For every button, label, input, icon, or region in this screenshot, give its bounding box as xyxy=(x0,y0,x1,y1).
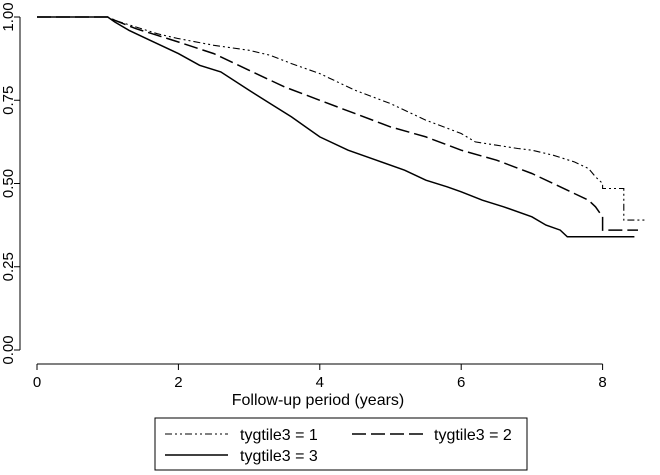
x-axis: 0 2 4 6 8 xyxy=(33,363,607,391)
legend: tygtile3 = 1 tygtile3 = 2 tygtile3 = 3 xyxy=(154,417,528,471)
x-tick-label: 8 xyxy=(598,374,606,391)
x-tick-label: 2 xyxy=(174,374,182,391)
legend-label-2: tygtile3 = 2 xyxy=(434,427,512,444)
y-axis: 0.00 0.25 0.50 0.75 1.00 xyxy=(0,2,21,365)
x-tick-label: 0 xyxy=(33,374,41,391)
series-line-3 xyxy=(37,16,635,238)
legend-label-3: tygtile3 = 3 xyxy=(240,448,318,465)
series-line-1 xyxy=(37,16,645,221)
legend-label-1: tygtile3 = 1 xyxy=(240,427,318,444)
plot-lines xyxy=(37,16,645,238)
y-tick-label: 0.25 xyxy=(0,252,17,281)
y-tick-label: 0.00 xyxy=(0,335,17,364)
series-line-2 xyxy=(37,16,638,231)
y-tick-label: 0.75 xyxy=(0,86,17,115)
y-tick-label: 0.50 xyxy=(0,169,17,198)
x-tick-label: 6 xyxy=(457,374,465,391)
x-axis-title: Follow-up period (years) xyxy=(232,392,405,409)
legend-box xyxy=(154,417,528,471)
y-tick-label: 1.00 xyxy=(0,2,17,31)
x-tick-label: 4 xyxy=(316,374,324,391)
